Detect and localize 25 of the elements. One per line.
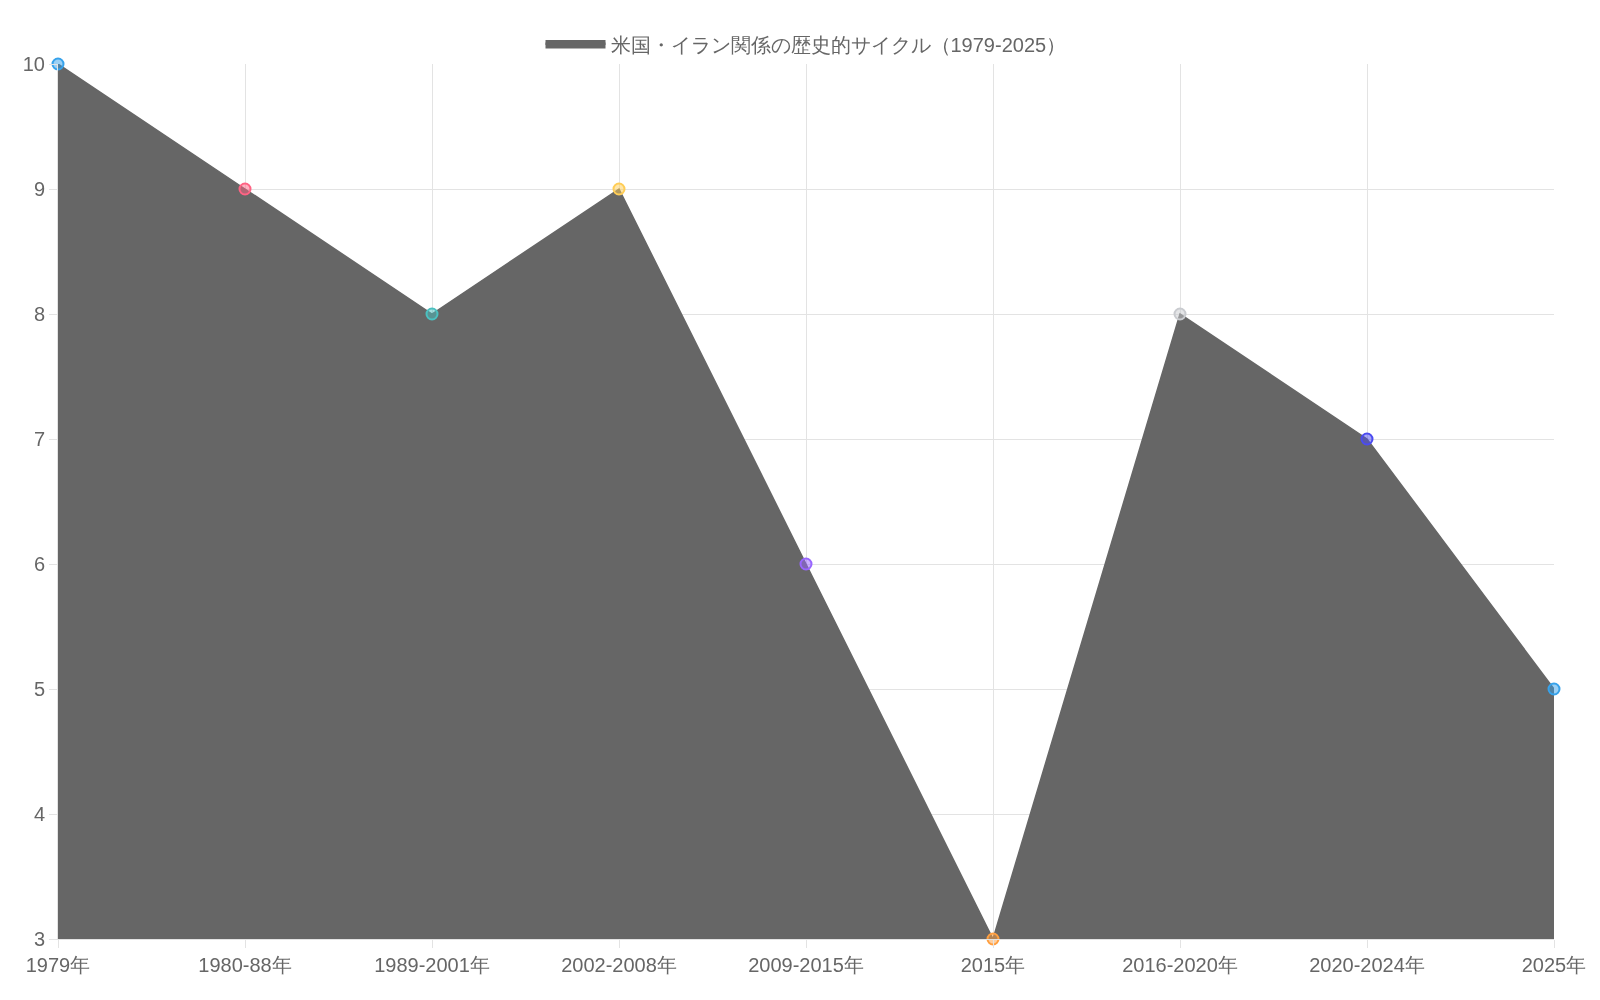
x-tick-label: 2009-2015年 <box>748 954 864 976</box>
x-tick-label: 1979年 <box>25 954 91 976</box>
y-tick-label: 8 <box>33 303 45 325</box>
x-tick-label: 1980-88年 <box>198 954 292 976</box>
point <box>1360 432 1374 446</box>
y-tick-label: 7 <box>33 428 45 450</box>
point <box>238 182 252 196</box>
x-tick-label: 2016-2020年 <box>1122 954 1238 976</box>
x-tick-label: 2025年 <box>1521 954 1587 976</box>
x-tick-label: 2002-2008年 <box>561 954 677 976</box>
legend-label: 米国・イラン関係の歴史的サイクル（1979-2025） <box>610 34 1067 57</box>
x-tick-label: 1989-2001年 <box>374 954 490 976</box>
y-tick-label: 4 <box>33 803 45 825</box>
y-tick-label: 10 <box>22 53 45 75</box>
x-tick-label: 2015年 <box>960 954 1026 976</box>
y-tick-label: 6 <box>33 553 45 575</box>
x-tick-label: 2020-2024年 <box>1309 954 1425 976</box>
point <box>799 557 813 571</box>
point <box>1173 307 1187 321</box>
point <box>612 182 626 196</box>
y-tick-label: 9 <box>33 178 45 200</box>
y-tick-label: 5 <box>33 678 45 700</box>
point <box>1547 682 1561 696</box>
y-tick-label: 3 <box>33 928 45 950</box>
point <box>425 307 439 321</box>
